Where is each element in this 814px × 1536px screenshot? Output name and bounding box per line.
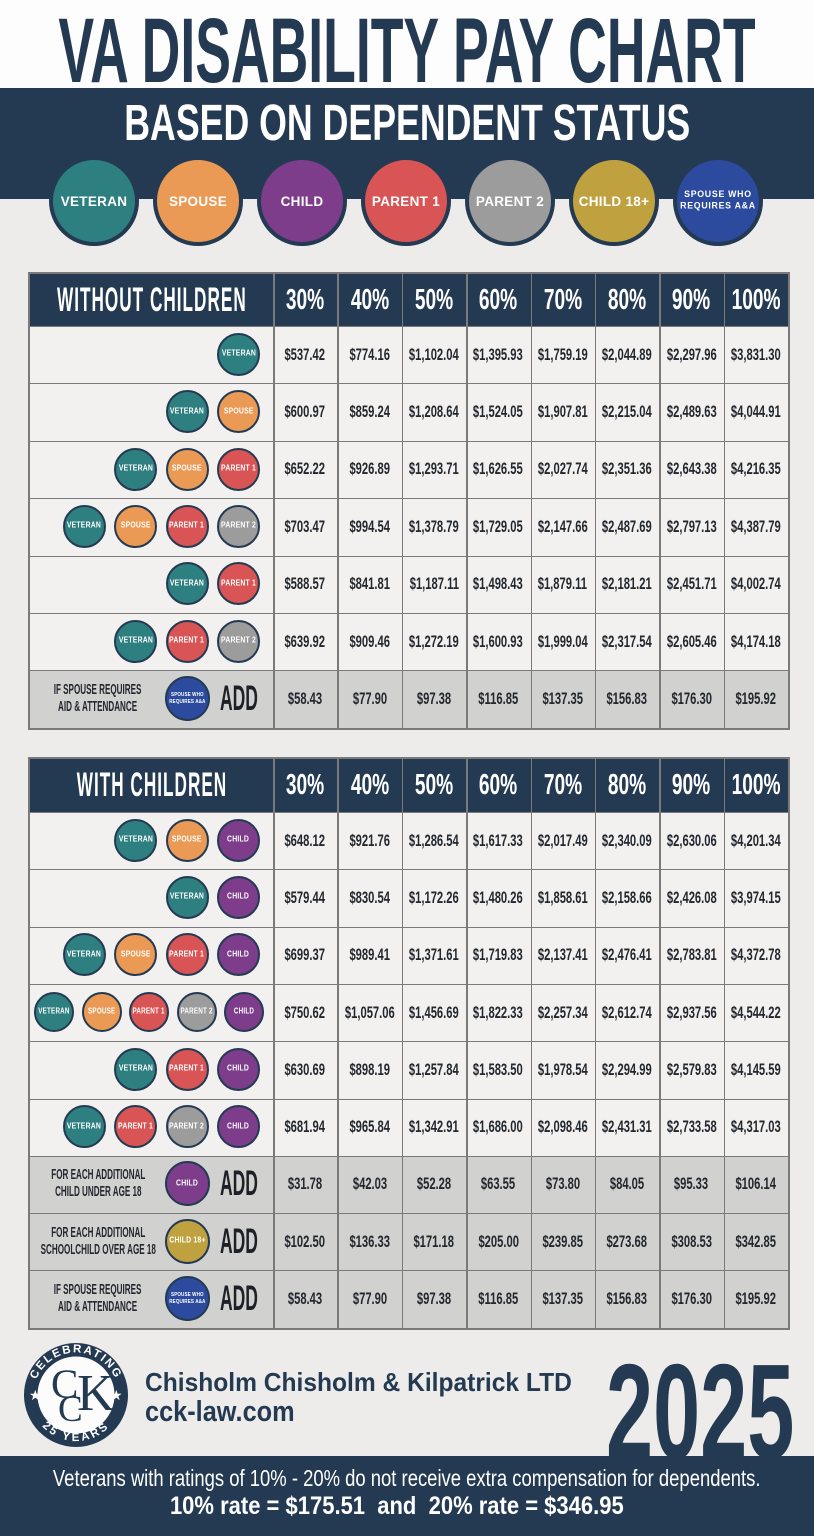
- svg-text:K: K: [77, 1365, 115, 1422]
- svg-text:★: ★: [29, 1387, 42, 1403]
- svg-text:C: C: [51, 1360, 78, 1406]
- svg-text:C: C: [58, 1389, 83, 1430]
- svg-text:★: ★: [110, 1387, 123, 1403]
